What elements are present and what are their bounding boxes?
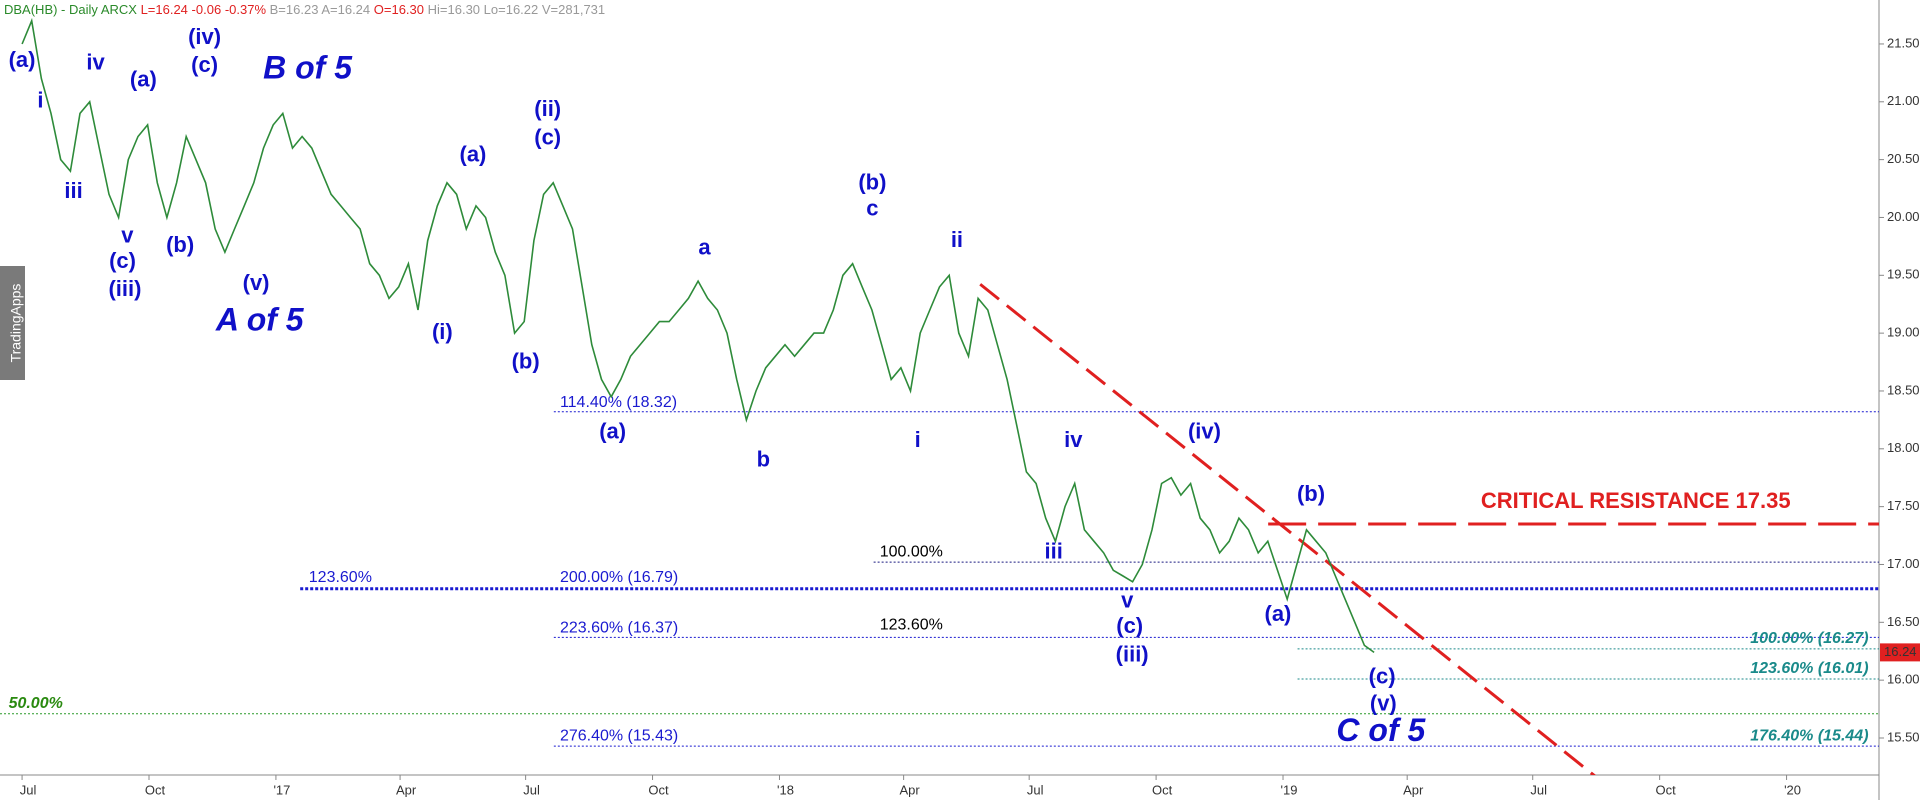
side-tab-label[interactable]: TradingApps — [8, 284, 24, 363]
y-tick-label: 18.50 — [1887, 382, 1920, 397]
last-price-box — [1880, 643, 1920, 662]
last-price-label: 16.24 — [1884, 644, 1917, 659]
side-tab-box[interactable] — [0, 266, 25, 380]
y-tick-label: 20.50 — [1887, 151, 1920, 166]
y-tick-label: 17.50 — [1887, 498, 1920, 513]
y-tick-label: 15.50 — [1887, 729, 1920, 744]
x-tick-label: Apr — [396, 782, 417, 797]
x-tick-label: Jul — [20, 782, 37, 797]
wave-label: ii — [951, 227, 963, 252]
wave-label: iv — [86, 50, 105, 75]
wave-label: (iii) — [1116, 641, 1149, 666]
x-tick-label: Oct — [648, 782, 669, 797]
trend-line — [979, 283, 1597, 775]
change: -0.06 — [192, 2, 222, 17]
wave-label: (a) — [460, 141, 487, 166]
ask: A=16.24 — [321, 2, 370, 17]
y-tick-label: 19.50 — [1887, 267, 1920, 282]
y-tick-label: 18.00 — [1887, 440, 1920, 455]
wave-label: B of 5 — [263, 49, 353, 85]
x-tick-label: '19 — [1281, 782, 1298, 797]
level-label: 100.00% — [880, 543, 943, 560]
wave-label: (v) — [1370, 690, 1397, 715]
price-line — [21, 17, 1375, 654]
x-tick-label: Jul — [1027, 782, 1044, 797]
x-tick-label: Apr — [1403, 782, 1424, 797]
low: Lo=16.22 — [484, 2, 539, 17]
level-label: 223.60% (16.37) — [560, 620, 678, 637]
x-tick-label: Oct — [1656, 782, 1677, 797]
wave-label: (b) — [166, 232, 194, 257]
wave-label: iv — [1064, 427, 1083, 452]
wave-label: v — [1121, 587, 1134, 612]
wave-label: (b) — [1297, 481, 1325, 506]
x-tick-label: Jul — [1530, 782, 1547, 797]
wave-label: (c) — [191, 52, 218, 77]
y-tick-label: 20.00 — [1887, 209, 1920, 224]
high: Hi=16.30 — [428, 2, 480, 17]
wave-label: (a) — [9, 47, 36, 72]
y-tick-label: 21.50 — [1887, 35, 1920, 50]
wave-label: (i) — [432, 319, 453, 344]
level-label: 114.40% (18.32) — [560, 394, 677, 411]
wave-label: (iv) — [1188, 418, 1221, 443]
wave-label: iii — [64, 178, 82, 203]
wave-label: (iv) — [188, 24, 221, 49]
wave-label: iii — [1045, 538, 1063, 563]
level-label: 276.40% (15.43) — [560, 727, 678, 744]
wave-label: A of 5 — [215, 302, 305, 338]
level-label: 123.60% (16.01) — [1750, 660, 1868, 677]
last: L=16.24 — [141, 2, 188, 17]
wave-label: (c) — [1369, 663, 1396, 688]
y-tick-label: 16.50 — [1887, 614, 1920, 629]
wave-label: (ii) — [534, 96, 561, 121]
volume: V=281,731 — [542, 2, 605, 17]
level-label: 123.60% — [309, 569, 372, 586]
wave-label: (b) — [858, 170, 886, 195]
wave-label: (a) — [130, 67, 157, 92]
x-tick-label: '20 — [1784, 782, 1801, 797]
wave-label: (c) — [1116, 613, 1143, 638]
wave-label: v — [121, 222, 134, 247]
wave-label: (a) — [599, 418, 626, 443]
x-tick-label: Apr — [900, 782, 921, 797]
side-tab[interactable]: TradingApps — [0, 266, 25, 380]
level-label: 123.60% — [880, 617, 943, 634]
header: DBA(HB) - Daily ARCX L=16.24 -0.06 -0.37… — [4, 2, 605, 17]
level-label: 176.40% (15.44) — [1750, 727, 1868, 744]
bid: B=16.23 — [270, 2, 319, 17]
wave-label: (iii) — [108, 276, 141, 301]
wave-label: b — [757, 447, 770, 472]
y-tick-label: 21.00 — [1887, 93, 1920, 108]
level-label: 50.00% — [9, 695, 63, 712]
x-tick-label: Oct — [1152, 782, 1173, 797]
wave-label: (b) — [512, 348, 540, 373]
level-label: 200.00% (16.79) — [560, 569, 678, 586]
x-tick-label: Jul — [523, 782, 540, 797]
x-tick-label: Oct — [145, 782, 166, 797]
wave-label: (v) — [243, 270, 270, 295]
wave-label: (c) — [534, 124, 561, 149]
wave-label: c — [866, 195, 878, 220]
wave-label: (a) — [1265, 601, 1292, 626]
symbol: DBA(HB) - Daily — [4, 2, 98, 17]
wave-label: i — [37, 88, 43, 113]
exchange: ARCX — [101, 2, 137, 17]
wave-label: C of 5 — [1336, 712, 1426, 748]
level-label: 100.00% (16.27) — [1750, 630, 1868, 647]
change-pct: -0.37% — [225, 2, 267, 17]
open: O=16.30 — [374, 2, 424, 17]
y-tick-label: 17.00 — [1887, 556, 1920, 571]
wave-label: i — [915, 427, 921, 452]
x-tick-label: '17 — [273, 782, 290, 797]
x-tick-label: '18 — [777, 782, 794, 797]
y-tick-label: 16.00 — [1887, 672, 1920, 687]
wave-label: a — [698, 235, 711, 260]
y-tick-label: 19.00 — [1887, 325, 1920, 340]
wave-label: (c) — [109, 248, 136, 273]
level-label: CRITICAL RESISTANCE 17.35 — [1481, 488, 1791, 513]
